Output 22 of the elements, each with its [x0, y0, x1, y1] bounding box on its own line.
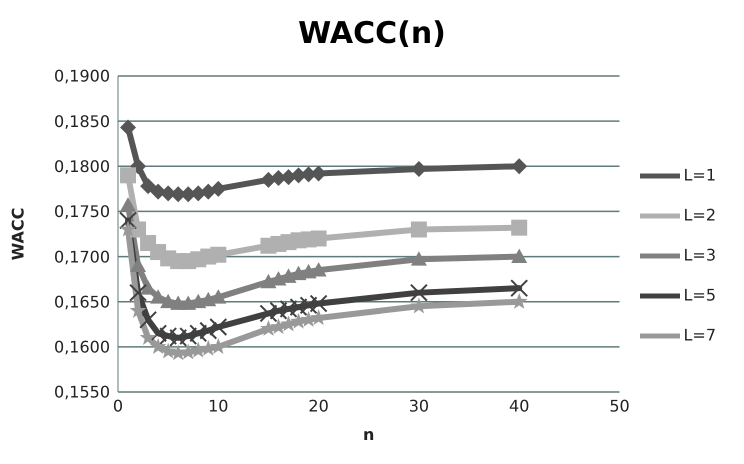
y-tick-label: 0,1600 — [54, 338, 110, 357]
y-tick-label: 0,1800 — [54, 156, 110, 176]
x-tick-label: 40 — [509, 396, 530, 416]
legend-label: L=3 — [684, 245, 716, 264]
y-tick-label: 0,1700 — [54, 247, 110, 266]
legend-label: L=7 — [684, 325, 716, 344]
x-tick-label: 10 — [208, 396, 228, 416]
legend-label: L=1 — [684, 165, 716, 184]
x-tick-label: 20 — [308, 396, 329, 416]
legend-label: L=2 — [684, 205, 716, 224]
x-tick-label: 0 — [112, 396, 124, 416]
x-axis-title: n — [363, 425, 374, 444]
y-axis-title: WACC — [8, 208, 28, 260]
y-tick-label: 0,1750 — [54, 202, 110, 222]
y-tick-label: 0,1850 — [54, 112, 110, 131]
y-tick-label: 0,1550 — [54, 382, 110, 402]
chart-title: WACC(n) — [297, 15, 447, 53]
y-tick-label: 0,1900 — [54, 66, 110, 86]
y-tick-label: 0,1650 — [54, 292, 110, 312]
legend-label: L=5 — [684, 285, 716, 304]
x-tick-label: 50 — [609, 396, 630, 416]
x-tick-label: 30 — [408, 396, 430, 416]
